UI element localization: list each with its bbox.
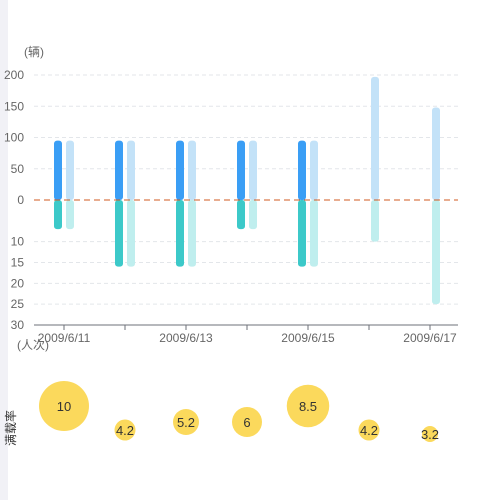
bottom-tick-label: 15	[11, 256, 25, 270]
bottom-bar-series-1	[176, 200, 184, 267]
bottom-bar-series-1	[54, 200, 62, 230]
top-bar-series-1	[176, 140, 184, 200]
bottom-bar-series-2	[371, 200, 379, 242]
bottom-tick-label: 20	[11, 276, 25, 290]
top-bar-series-2	[249, 140, 257, 200]
bubble-row-label: 满载率	[3, 410, 18, 446]
bottom-bar-series-2	[249, 200, 257, 230]
top-bar-series-2	[432, 107, 440, 200]
bottom-tick-label: 25	[11, 297, 25, 311]
bottom-bar-series-2	[66, 200, 74, 230]
top-bar-series-2	[371, 76, 379, 200]
bottom-bar-series-2	[127, 200, 135, 267]
bottom-bar-series-2	[310, 200, 318, 267]
top-axis-unit: (辆)	[24, 45, 44, 59]
x-tick-label: 2009/6/13	[159, 331, 213, 345]
bottom-bar-series-1	[298, 200, 306, 267]
bubble	[114, 419, 136, 441]
bottom-tick-label: 30	[11, 318, 25, 332]
bubble-label: 4.2	[360, 423, 378, 438]
bubble-label: 6	[243, 415, 250, 430]
bubble-label: 3.2	[421, 427, 439, 442]
bubble	[422, 426, 438, 442]
top-bar-series-2	[188, 140, 196, 200]
top-tick-label: 200	[4, 68, 24, 82]
bottom-bar-series-2	[188, 200, 196, 267]
bubble-label: 8.5	[299, 399, 317, 414]
bubble-label: 10	[57, 399, 71, 414]
bubble	[173, 409, 199, 435]
bottom-bar-series-1	[115, 200, 123, 267]
top-bar-series-1	[54, 140, 62, 200]
bubble	[286, 384, 330, 428]
top-tick-label: 100	[4, 131, 24, 145]
top-tick-label: 50	[11, 162, 25, 176]
top-bar-series-2	[127, 140, 135, 200]
bubble-label: 5.2	[177, 415, 195, 430]
top-bar-series-1	[115, 140, 123, 200]
bubble	[358, 419, 380, 441]
bottom-axis-unit: (人次)	[17, 338, 49, 352]
top-bar-series-1	[298, 140, 306, 200]
top-tick-label: 150	[4, 99, 24, 113]
bubble	[232, 407, 262, 437]
x-tick-label: 2009/6/15	[281, 331, 335, 345]
bubble-label: 4.2	[116, 423, 134, 438]
top-bar-series-1	[237, 140, 245, 200]
top-tick-label: 0	[17, 193, 24, 207]
bottom-bar-series-2	[432, 200, 440, 305]
x-tick-label: 2009/6/11	[38, 331, 91, 345]
left-edge-strip	[0, 0, 8, 500]
x-tick-label: 2009/6/17	[403, 331, 457, 345]
bottom-tick-label: 10	[11, 235, 25, 249]
bubble	[39, 381, 89, 431]
top-bar-series-2	[66, 140, 74, 200]
bottom-bar-series-1	[237, 200, 245, 230]
top-bar-series-2	[310, 140, 318, 200]
